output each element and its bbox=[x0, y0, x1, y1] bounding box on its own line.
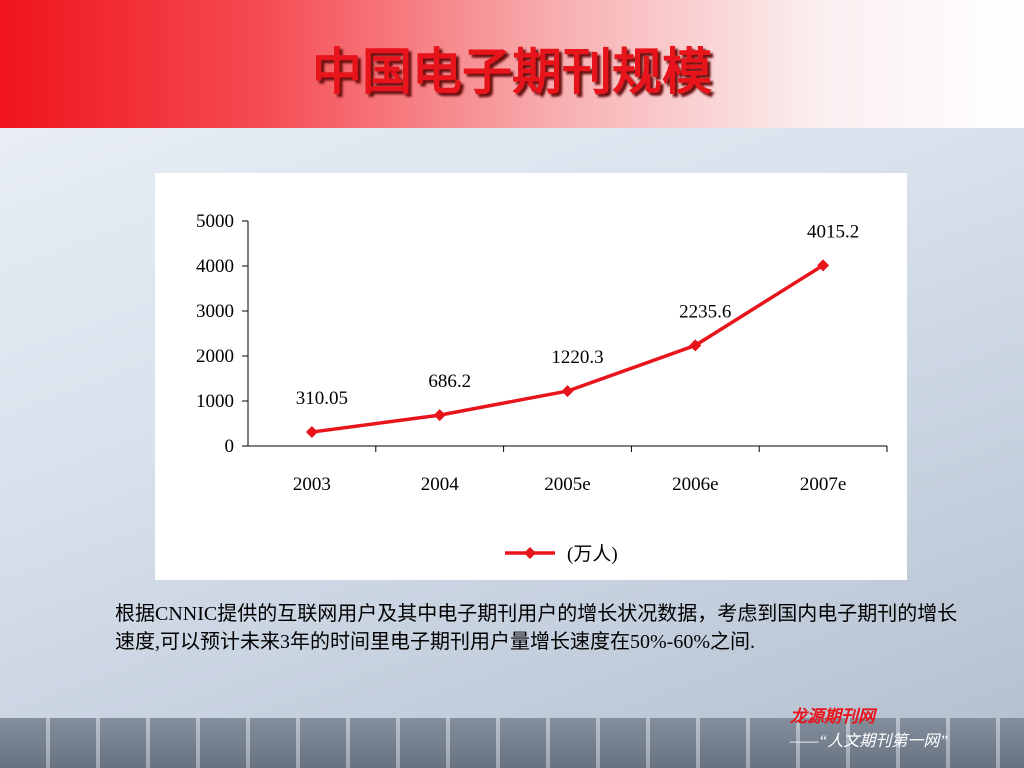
y-tick-label: 4000 bbox=[196, 256, 234, 277]
y-tick-label: 0 bbox=[225, 436, 235, 457]
data-label: 1220.3 bbox=[551, 347, 603, 368]
x-tick-label: 2003 bbox=[293, 474, 331, 495]
point-marker bbox=[305, 426, 318, 439]
data-label: 4015.2 bbox=[807, 221, 859, 242]
paragraph: 根据CNNIC提供的互联网用户及其中电子期刊用户的增长状况数据，考虑到国内电子期… bbox=[115, 603, 958, 653]
legend-marker bbox=[524, 547, 536, 559]
y-tick-label: 1000 bbox=[196, 391, 234, 412]
point-marker bbox=[817, 259, 830, 272]
slide-title: 中国电子期刊规模 bbox=[312, 43, 712, 101]
point-marker bbox=[561, 385, 574, 398]
point-marker bbox=[689, 339, 702, 352]
x-tick-label: 2004 bbox=[421, 474, 460, 495]
title-banner bbox=[0, 0, 1024, 128]
footer-slogan: ——“人文期刊第一网” bbox=[790, 733, 949, 750]
data-label: 686.2 bbox=[428, 371, 471, 392]
wall-decoration bbox=[0, 718, 1024, 768]
y-tick-label: 2000 bbox=[196, 346, 234, 367]
data-label: 2235.6 bbox=[679, 301, 731, 322]
y-tick-label: 5000 bbox=[196, 211, 234, 232]
x-tick-label: 2005e bbox=[544, 474, 590, 495]
x-tick-label: 2006e bbox=[672, 474, 718, 495]
point-marker bbox=[433, 409, 446, 422]
footer-brand: 龙源期刊网 bbox=[790, 707, 875, 726]
chart: 0 1000 2000 3000 4000 5000 2003 2004 2005e 2006e 2… bbox=[196, 211, 888, 565]
y-tick-label: 3000 bbox=[196, 301, 234, 322]
x-tick-label: 2007e bbox=[800, 474, 846, 495]
legend-label: (万人) bbox=[567, 543, 618, 565]
data-label: 310.05 bbox=[296, 388, 348, 409]
chart-panel: 0 1000 2000 3000 4000 5000 2003 2004 2005e 2006e 2… bbox=[155, 173, 907, 580]
